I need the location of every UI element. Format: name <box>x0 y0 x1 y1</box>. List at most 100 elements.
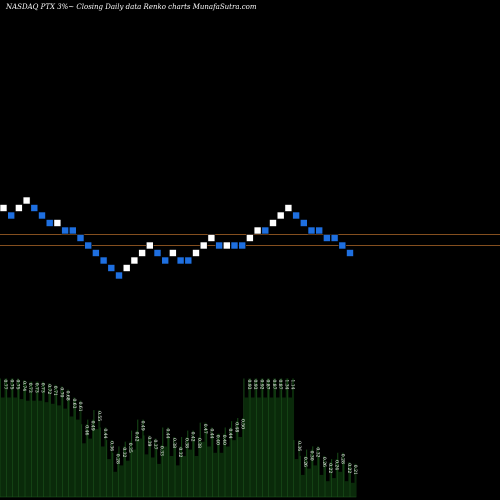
renko-brick-down <box>176 256 185 265</box>
volume-bar <box>293 440 301 497</box>
renko-brick-down <box>153 249 162 257</box>
renko-brick-up <box>246 234 254 242</box>
volume-bar <box>262 378 270 497</box>
volume-bar <box>212 433 220 497</box>
renko-brick-down <box>115 271 123 280</box>
volume-label: 0.44 <box>102 429 108 439</box>
volume-bar <box>337 452 345 497</box>
volume-label-backdrop <box>263 378 267 398</box>
volume-label-backdrop <box>138 419 142 439</box>
volume-label: 0.92 <box>258 380 264 390</box>
volume-label: 0.87 <box>277 380 283 390</box>
volume-bar <box>162 427 170 497</box>
volume-bar <box>56 386 63 497</box>
renko-brick-down <box>261 226 270 235</box>
volume-label-backdrop <box>207 427 211 447</box>
volume-label-backdrop <box>288 378 292 398</box>
volume-label: 0.36 <box>108 441 114 451</box>
volume-label: 0.44 <box>165 429 171 439</box>
volume-label-backdrop <box>188 430 192 450</box>
volume-bar <box>168 437 176 497</box>
volume-bar <box>125 441 132 497</box>
volume-bar <box>225 427 232 497</box>
volume-label-backdrop <box>38 381 42 401</box>
volume-label: 0.72 <box>46 384 52 394</box>
renko-brick-down <box>69 226 77 235</box>
renko-brick-down <box>92 249 100 257</box>
volume-label-backdrop <box>7 378 11 398</box>
volume-bar <box>243 378 251 497</box>
volume-label-backdrop <box>294 440 299 460</box>
volume-bar <box>18 380 26 497</box>
volume-label: 0.22 <box>327 463 333 473</box>
renko-brick-up <box>192 249 200 257</box>
volume-label-backdrop <box>251 378 255 398</box>
volume-bar <box>37 381 45 497</box>
volume-label: 0.38 <box>171 438 177 448</box>
volume-label: 0.93 <box>246 380 252 390</box>
volume-label-backdrop <box>319 455 324 475</box>
volume-label: 0.35 <box>127 443 133 453</box>
renko-brick-down <box>38 211 46 220</box>
volume-label-backdrop <box>194 437 199 456</box>
volume-label: 0.63 <box>71 399 77 409</box>
volume-label-backdrop <box>326 462 330 482</box>
renko-brick-up <box>253 226 262 235</box>
renko-brick-down <box>323 234 331 242</box>
volume-bar <box>81 424 88 497</box>
volume-label: 0.40 <box>221 435 227 445</box>
renko-brick-up <box>130 256 139 265</box>
volume-label-backdrop <box>144 435 149 455</box>
volume-bar <box>287 378 295 497</box>
volume-label: 0.93 <box>252 380 258 390</box>
volume-label-backdrop <box>313 446 317 466</box>
volume-bar <box>31 381 38 497</box>
volume-label-backdrop <box>57 386 61 406</box>
renko-brick-up <box>53 219 62 227</box>
volume-area <box>0 378 357 498</box>
volume-label-backdrop <box>107 440 111 460</box>
volume-label: 0.33 <box>158 446 164 456</box>
volume-bar <box>43 383 51 497</box>
volume-bar <box>231 421 238 497</box>
volume-label: 0.73 <box>27 383 33 393</box>
volume-label-backdrop <box>169 437 174 456</box>
volume-label: 0.77 <box>2 380 8 390</box>
volume-label: 0.32 <box>177 447 183 457</box>
volume-bar <box>256 378 263 497</box>
renko-brick-down <box>299 219 308 227</box>
volume-label: 0.28 <box>115 454 121 464</box>
renko-brick-up <box>146 241 154 250</box>
volume-bar <box>306 449 313 497</box>
volume-bar <box>250 378 257 497</box>
volume-label-backdrop <box>32 381 36 401</box>
volume-label-backdrop <box>113 452 117 472</box>
renko-brick-up <box>207 234 216 242</box>
renko-brick-down <box>230 241 239 250</box>
volume-bar <box>181 437 188 497</box>
volume-label: 0.73 <box>40 383 46 393</box>
renko-brick-down <box>61 226 69 235</box>
volume-label-backdrop <box>119 446 124 466</box>
volume-bar <box>143 435 151 497</box>
volume-label: 0.32 <box>121 447 127 457</box>
renko-brick-up <box>22 196 31 205</box>
renko-brick-down <box>292 211 300 220</box>
renko-brick-up <box>169 249 177 257</box>
volume-label: 0.44 <box>227 429 233 439</box>
volume-bar <box>118 446 126 497</box>
volume-label-backdrop <box>1 378 5 398</box>
renko-brick-up <box>223 241 231 250</box>
volume-label: 0.30 <box>308 451 314 461</box>
volume-label: 0.87 <box>271 380 277 390</box>
renko-brick-down <box>30 204 39 212</box>
volume-label-backdrop <box>101 427 105 447</box>
volume-label: 1.14 <box>290 380 296 390</box>
renko-bricks <box>0 196 354 280</box>
volume-label: 0.74 <box>21 381 27 391</box>
volume-label-backdrop <box>238 418 242 437</box>
renko-brick-up <box>0 204 8 212</box>
volume-label-backdrop <box>126 441 130 461</box>
volume-bar <box>25 381 32 497</box>
